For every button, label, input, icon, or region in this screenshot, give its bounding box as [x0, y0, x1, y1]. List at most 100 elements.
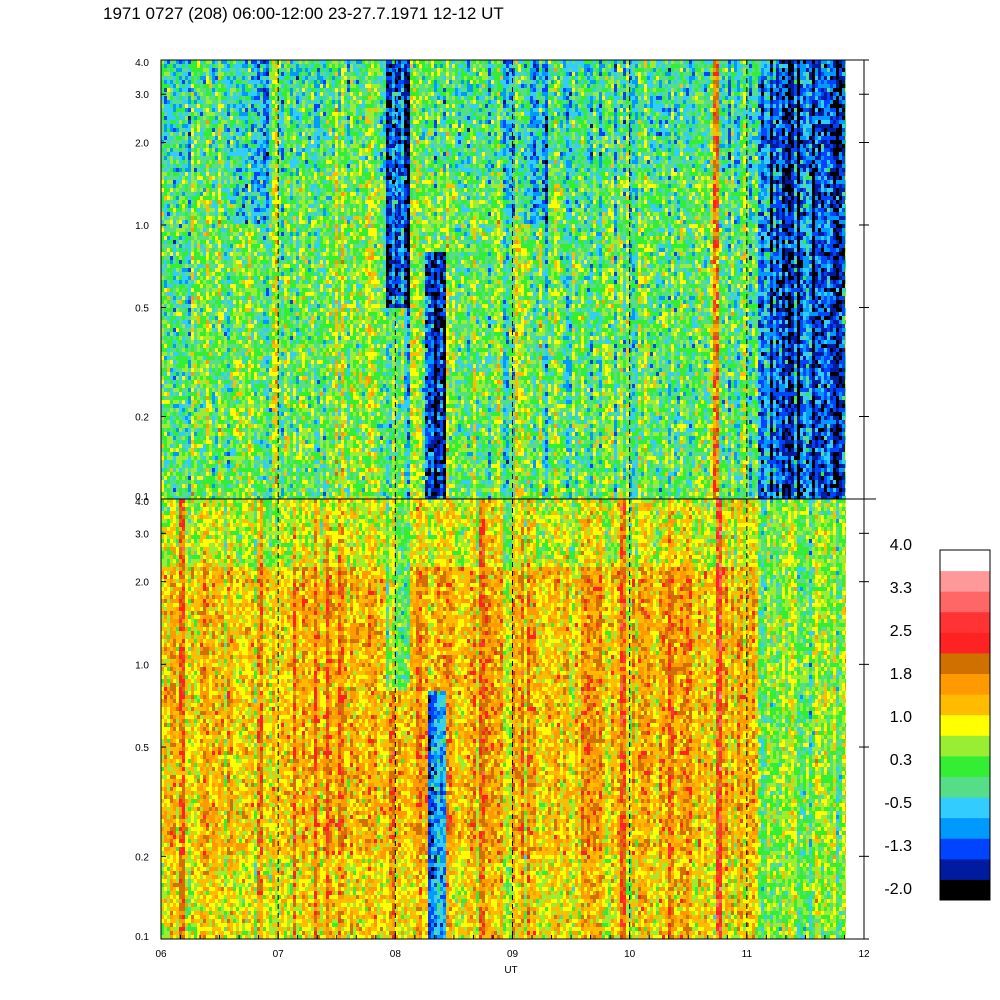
upper-heatmap-cell: [227, 204, 230, 208]
upper-heatmap-cell: [176, 392, 179, 396]
upper-heatmap-cell: [206, 384, 209, 388]
upper-heatmap-cell: [260, 336, 263, 340]
upper-heatmap-cell: [200, 256, 203, 260]
upper-heatmap-cell: [203, 444, 206, 448]
upper-heatmap-cell: [242, 340, 245, 344]
upper-heatmap-cell: [248, 356, 251, 360]
upper-heatmap-cell: [188, 276, 191, 280]
upper-heatmap-cell: [248, 480, 251, 484]
upper-heatmap-cell: [269, 216, 272, 220]
upper-heatmap-cell: [206, 348, 209, 352]
upper-heatmap-cell: [170, 496, 173, 499]
upper-heatmap-cell: [167, 172, 170, 176]
upper-heatmap-cell: [209, 224, 212, 228]
upper-heatmap-cell: [173, 452, 176, 456]
upper-heatmap-cell: [287, 108, 290, 112]
upper-heatmap-cell: [257, 172, 260, 176]
upper-heatmap-cell: [263, 484, 266, 488]
upper-heatmap-cell: [284, 280, 287, 284]
upper-heatmap-cell: [263, 296, 266, 300]
upper-heatmap-cell: [218, 204, 221, 208]
upper-heatmap-cell: [236, 284, 239, 288]
upper-heatmap-cell: [227, 408, 230, 412]
upper-heatmap-cell: [164, 120, 167, 124]
upper-heatmap-cell: [182, 316, 185, 320]
upper-heatmap-cell: [275, 212, 278, 216]
upper-heatmap-cell: [293, 124, 296, 128]
upper-heatmap-cell: [272, 284, 275, 288]
upper-heatmap-cell: [212, 360, 215, 364]
upper-heatmap-cell: [170, 436, 173, 440]
upper-heatmap-cell: [257, 412, 260, 416]
upper-heatmap-cell: [257, 224, 260, 228]
upper-heatmap-cell: [287, 244, 290, 248]
upper-heatmap-cell: [257, 476, 260, 480]
upper-heatmap-cell: [209, 368, 212, 372]
upper-heatmap-cell: [251, 380, 254, 384]
upper-heatmap-cell: [218, 144, 221, 148]
upper-heatmap-cell: [188, 396, 191, 400]
upper-heatmap-cell: [269, 376, 272, 380]
upper-heatmap-cell: [230, 116, 233, 120]
upper-heatmap-cell: [179, 252, 182, 256]
upper-heatmap-cell: [245, 256, 248, 260]
upper-heatmap-cell: [260, 164, 263, 168]
upper-heatmap-cell: [281, 428, 284, 432]
upper-heatmap-cell: [212, 320, 215, 324]
upper-heatmap-cell: [275, 376, 278, 380]
upper-heatmap-cell: [266, 388, 269, 392]
upper-heatmap-cell: [266, 396, 269, 400]
upper-heatmap-cell: [197, 204, 200, 208]
upper-heatmap-cell: [293, 152, 296, 156]
upper-heatmap-cell: [206, 448, 209, 452]
upper-heatmap-cell: [227, 364, 230, 368]
upper-heatmap-cell: [209, 124, 212, 128]
upper-heatmap-cell: [245, 148, 248, 152]
upper-heatmap-cell: [188, 228, 191, 232]
upper-heatmap-cell: [215, 220, 218, 224]
upper-heatmap-cell: [290, 96, 293, 100]
upper-heatmap-cell: [227, 232, 230, 236]
upper-heatmap-cell: [260, 356, 263, 360]
upper-heatmap-cell: [176, 344, 179, 348]
upper-heatmap-cell: [215, 492, 218, 496]
upper-heatmap-cell: [275, 124, 278, 128]
upper-heatmap-cell: [245, 128, 248, 132]
upper-heatmap-cell: [218, 484, 221, 488]
upper-heatmap-cell: [275, 132, 278, 136]
upper-heatmap-cell: [272, 176, 275, 180]
upper-heatmap-cell: [248, 172, 251, 176]
upper-heatmap-cell: [176, 496, 179, 499]
upper-heatmap-cell: [212, 92, 215, 96]
upper-heatmap-cell: [197, 480, 200, 484]
upper-heatmap-cell: [224, 288, 227, 292]
upper-heatmap-cell: [230, 68, 233, 72]
upper-heatmap-cell: [194, 80, 197, 84]
upper-heatmap-cell: [254, 420, 257, 424]
upper-heatmap-cell: [191, 376, 194, 380]
upper-heatmap-cell: [167, 68, 170, 72]
upper-heatmap-cell: [248, 372, 251, 376]
upper-heatmap-cell: [203, 392, 206, 396]
upper-heatmap-cell: [251, 76, 254, 80]
upper-heatmap-cell: [290, 248, 293, 252]
upper-heatmap-cell: [215, 112, 218, 116]
upper-heatmap-cell: [218, 192, 221, 196]
upper-heatmap-cell: [191, 148, 194, 152]
upper-heatmap-cell: [167, 492, 170, 496]
upper-heatmap-cell: [230, 312, 233, 316]
upper-heatmap-cell: [287, 332, 290, 336]
upper-heatmap-cell: [245, 356, 248, 360]
upper-heatmap-cell: [203, 400, 206, 404]
upper-heatmap-cell: [209, 140, 212, 144]
upper-heatmap-cell: [287, 60, 290, 64]
upper-heatmap-cell: [173, 104, 176, 108]
upper-heatmap-cell: [242, 112, 245, 116]
upper-heatmap-cell: [269, 348, 272, 352]
upper-heatmap-cell: [227, 220, 230, 224]
upper-heatmap-cell: [254, 212, 257, 216]
upper-heatmap-cell: [176, 436, 179, 440]
upper-heatmap-cell: [206, 312, 209, 316]
upper-heatmap-cell: [200, 196, 203, 200]
upper-heatmap-cell: [221, 176, 224, 180]
